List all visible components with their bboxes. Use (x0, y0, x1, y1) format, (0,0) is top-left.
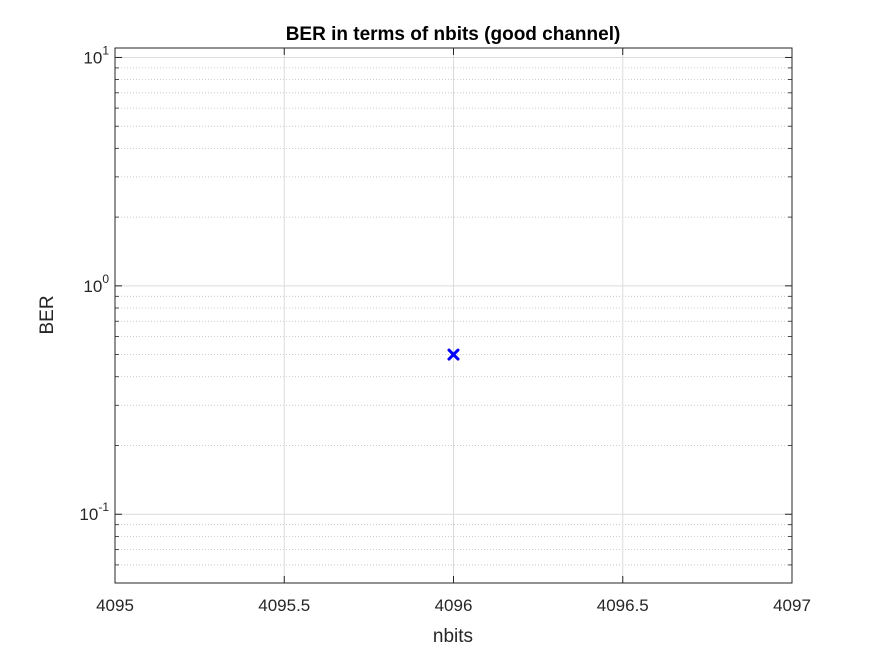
x-axis-label: nbits (433, 626, 473, 647)
grid-lines (114, 48, 793, 584)
chart-title: BER in terms of nbits (good channel) (286, 24, 621, 45)
y-tick-label: 100 (83, 272, 109, 296)
x-tick-labels: 4095 4095.5 4096 4096.5 4097 (96, 596, 811, 615)
y-tick-labels: 10-1 100 101 (79, 43, 109, 524)
y-axis-label: BER (37, 295, 58, 334)
data-point-marker (447, 348, 460, 361)
x-tick-label: 4095 (96, 596, 134, 615)
x-tick-label: 4096.5 (597, 596, 649, 615)
y-tick-label: 10-1 (79, 500, 109, 524)
x-tick-label: 4096 (435, 596, 473, 615)
x-tick-label: 4095.5 (258, 596, 310, 615)
y-tick-label: 101 (83, 43, 109, 67)
x-tick-label: 4097 (773, 596, 811, 615)
data-points (447, 348, 460, 361)
axes-box (114, 47, 793, 584)
